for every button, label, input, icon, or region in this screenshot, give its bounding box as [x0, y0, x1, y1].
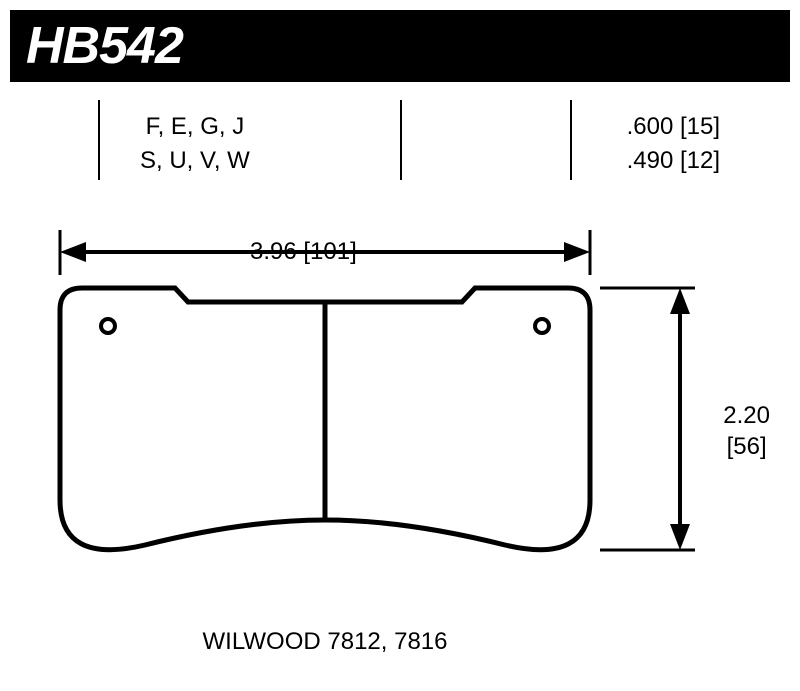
technical-drawing [0, 0, 800, 691]
